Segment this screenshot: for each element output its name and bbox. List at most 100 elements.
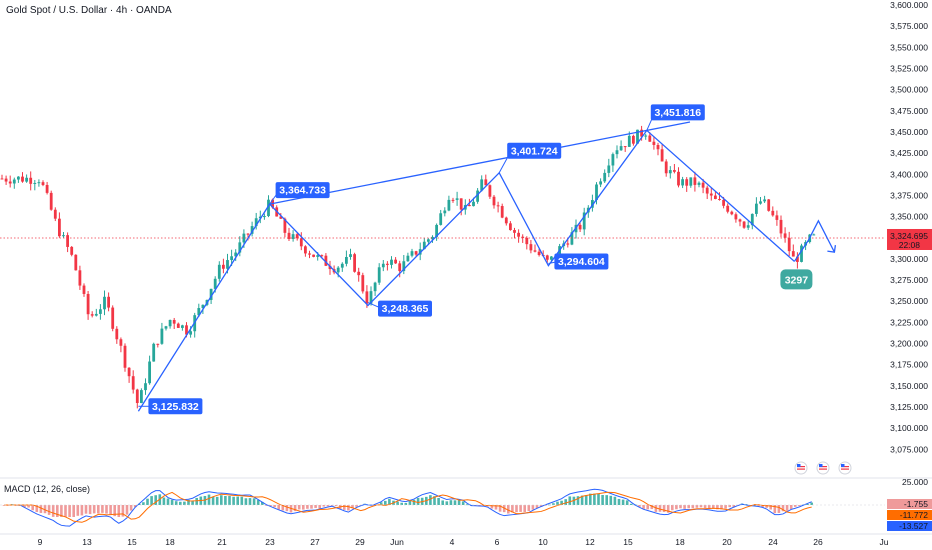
- macd-histogram-bar: [109, 505, 112, 515]
- macd-histogram-bar: [769, 505, 772, 510]
- candle-body: [779, 219, 783, 234]
- candle-body: [365, 291, 369, 304]
- macd-histogram-bar: [773, 505, 777, 514]
- macd-histogram-bar: [232, 496, 235, 505]
- macd-histogram-bar: [531, 505, 535, 510]
- macd-histogram-bar: [146, 498, 149, 505]
- candle-body: [476, 190, 479, 202]
- candle-body: [189, 331, 192, 335]
- candle-body: [107, 296, 110, 308]
- event-flag-icon: [838, 461, 852, 475]
- candle-body: [328, 265, 332, 270]
- macd-histogram-bar: [511, 505, 514, 513]
- candle-body: [431, 236, 434, 240]
- macd-histogram-bar: [84, 505, 88, 514]
- price-tick-label: 3,600.000: [890, 0, 928, 10]
- macd-histogram-bar: [580, 495, 584, 505]
- candle-body: [791, 251, 795, 257]
- macd-value-tag: [887, 510, 932, 520]
- candle-body: [94, 313, 98, 316]
- macd-histogram-bar: [261, 501, 264, 505]
- macd-histogram-bar: [699, 505, 703, 508]
- macd-histogram-bar: [101, 505, 104, 513]
- candle-body: [480, 179, 484, 191]
- candle-body: [484, 179, 488, 186]
- event-flag-stripe: [797, 468, 805, 470]
- candle-body: [226, 260, 229, 269]
- candle-body: [734, 214, 738, 220]
- candle-body: [82, 285, 86, 294]
- candle-body: [615, 150, 619, 155]
- price-tick-label: 3,225.000: [890, 317, 928, 327]
- candle-body: [783, 233, 787, 238]
- candle-body: [660, 149, 664, 162]
- candle-body: [746, 225, 750, 228]
- candle-body: [529, 244, 533, 251]
- candle-body: [115, 328, 119, 340]
- candle-body: [349, 254, 352, 257]
- candle-body: [258, 216, 262, 219]
- macd-histogram-bar: [64, 505, 67, 517]
- event-flag-stripe: [841, 468, 849, 470]
- macd-histogram-bar: [757, 505, 760, 506]
- macd-histogram-bar: [490, 505, 494, 509]
- macd-histogram-bar: [441, 500, 444, 505]
- macd-histogram-bar: [683, 505, 686, 509]
- macd-layer: 25.000 -1.755-11.772-13.527: [0, 477, 932, 531]
- time-tick-label: 15: [623, 537, 633, 547]
- macd-histogram-bar: [166, 498, 170, 505]
- macd-histogram-bar: [671, 505, 674, 511]
- chart-title: Gold Spot / U.S. Dollar · 4h · OANDA: [6, 5, 172, 16]
- candle-body: [701, 182, 705, 188]
- macd-histogram-bar: [781, 505, 785, 512]
- macd-histogram-bar: [716, 505, 719, 510]
- candle-body: [578, 224, 582, 230]
- event-flag-icon: [794, 461, 808, 475]
- projection-arrow: [793, 219, 835, 262]
- macd-histogram-bar: [515, 505, 518, 513]
- low-badge-label: 3297: [785, 274, 809, 286]
- macd-histogram-bar: [154, 495, 157, 505]
- candle-body: [414, 251, 418, 255]
- candle-body: [172, 319, 176, 324]
- macd-histogram-bar: [519, 505, 522, 512]
- candle-body: [62, 235, 65, 237]
- candle-body: [222, 264, 225, 269]
- time-tick-label: 15: [127, 537, 137, 547]
- event-flag-canton: [841, 464, 845, 467]
- candle-body: [263, 216, 266, 218]
- price-callout-box: [554, 253, 609, 270]
- candle-body: [459, 198, 463, 210]
- macd-histogram-bar: [384, 500, 387, 505]
- candle-body: [181, 325, 184, 328]
- candle-body: [730, 211, 734, 215]
- macd-histogram-bar: [43, 505, 47, 514]
- macd-value-tag: [887, 499, 932, 509]
- macd-histogram-bar: [691, 505, 695, 509]
- price-tick-label: 3,500.000: [890, 85, 928, 95]
- candles-layer: [0, 125, 816, 409]
- candle-body: [238, 242, 242, 253]
- candle-body: [767, 199, 771, 211]
- candle-body: [759, 201, 762, 204]
- candle-body: [361, 275, 365, 292]
- candle-body: [443, 210, 447, 214]
- macd-histogram-bar: [478, 505, 481, 506]
- candle-body: [447, 199, 451, 211]
- price-tick-label: 3,275.000: [890, 275, 928, 285]
- candle-body: [201, 304, 205, 309]
- macd-histogram-bar: [654, 505, 658, 512]
- macd-line: [4, 488, 812, 527]
- zigzag-line: [137, 129, 795, 412]
- macd-histogram-bar: [27, 505, 30, 508]
- candle-body: [369, 291, 373, 304]
- price-tick-label: 3,125.000: [890, 402, 928, 412]
- candle-body: [152, 343, 156, 362]
- macd-value-tag: [887, 521, 932, 531]
- candle-body: [99, 309, 102, 314]
- macd-histogram-bar: [72, 505, 75, 517]
- macd-histogram-bar: [646, 505, 649, 510]
- last-price-tag: [887, 228, 932, 250]
- macd-histogram-bar: [183, 501, 186, 505]
